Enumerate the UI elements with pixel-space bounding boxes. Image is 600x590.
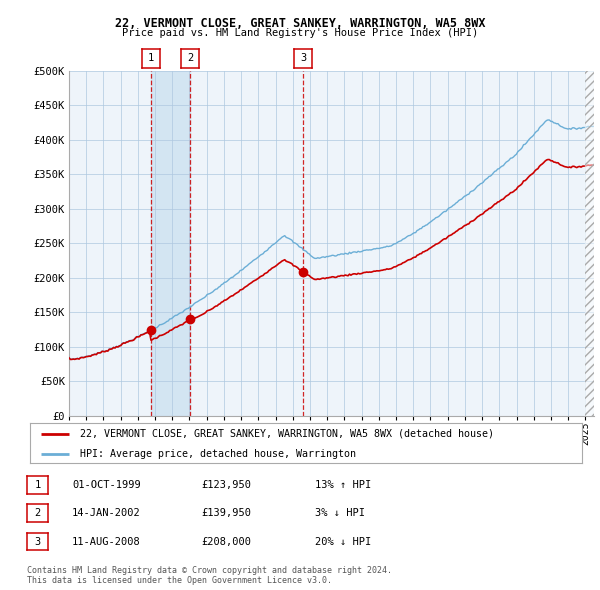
Text: £208,000: £208,000 [201,537,251,546]
Text: Price paid vs. HM Land Registry's House Price Index (HPI): Price paid vs. HM Land Registry's House … [122,28,478,38]
Text: £139,950: £139,950 [201,509,251,518]
Text: 3: 3 [34,537,41,546]
Bar [586,71,594,416]
Text: 1: 1 [148,54,154,63]
Text: This data is licensed under the Open Government Licence v3.0.: This data is licensed under the Open Gov… [27,576,332,585]
Text: 14-JAN-2002: 14-JAN-2002 [72,509,141,518]
Text: Contains HM Land Registry data © Crown copyright and database right 2024.: Contains HM Land Registry data © Crown c… [27,566,392,575]
Text: 1: 1 [34,480,41,490]
Text: 22, VERMONT CLOSE, GREAT SANKEY, WARRINGTON, WA5 8WX (detached house): 22, VERMONT CLOSE, GREAT SANKEY, WARRING… [80,429,494,439]
Text: 13% ↑ HPI: 13% ↑ HPI [315,480,371,490]
Bar [586,71,594,416]
Text: 01-OCT-1999: 01-OCT-1999 [72,480,141,490]
Text: 11-AUG-2008: 11-AUG-2008 [72,537,141,546]
Text: 22, VERMONT CLOSE, GREAT SANKEY, WARRINGTON, WA5 8WX: 22, VERMONT CLOSE, GREAT SANKEY, WARRING… [115,17,485,30]
Text: HPI: Average price, detached house, Warrington: HPI: Average price, detached house, Warr… [80,449,356,459]
Text: 3: 3 [301,54,307,63]
Text: 2: 2 [187,54,193,63]
Text: 3% ↓ HPI: 3% ↓ HPI [315,509,365,518]
Text: 2: 2 [34,509,41,518]
Bar [151,71,190,416]
Text: 20% ↓ HPI: 20% ↓ HPI [315,537,371,546]
Text: £123,950: £123,950 [201,480,251,490]
